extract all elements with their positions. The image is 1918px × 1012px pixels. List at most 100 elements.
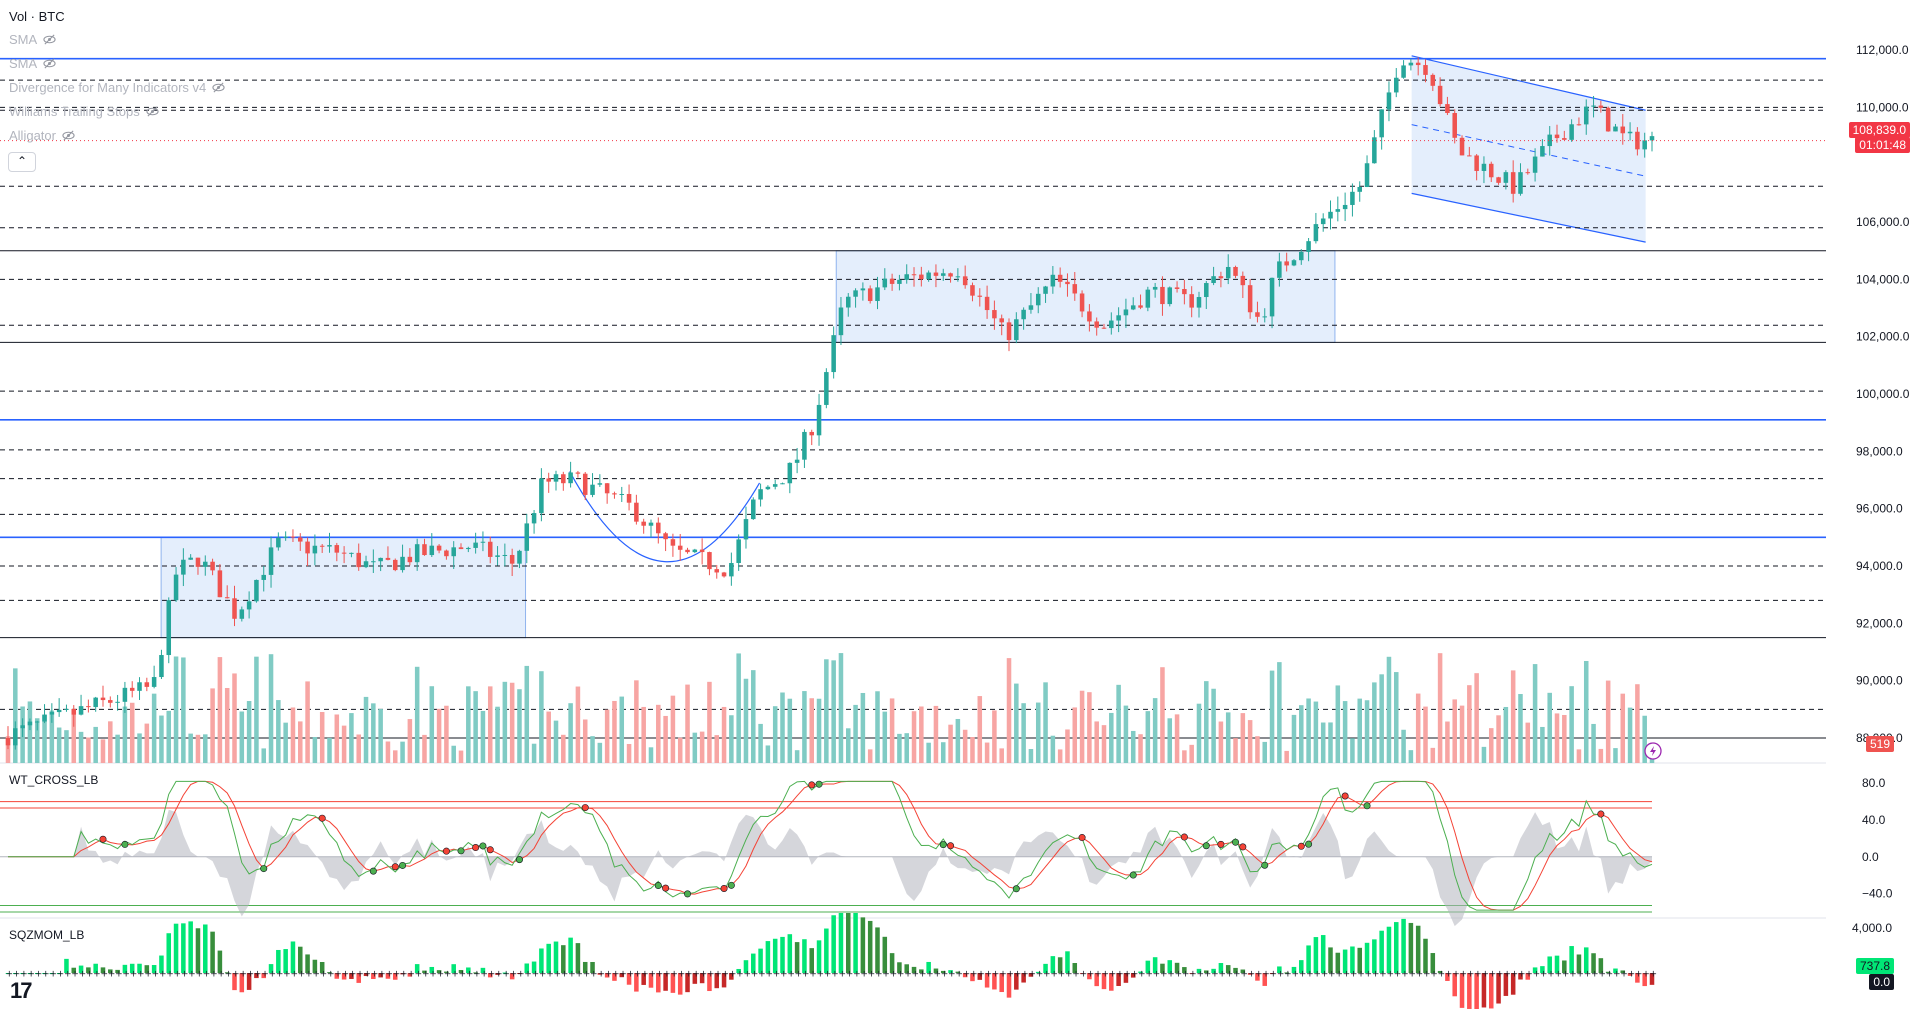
- candle-body[interactable]: [283, 536, 288, 538]
- candle-body[interactable]: [1372, 137, 1377, 164]
- candle-body[interactable]: [1481, 163, 1487, 171]
- collapse-legend-button[interactable]: ⌃: [8, 152, 36, 172]
- candle-body[interactable]: [195, 557, 201, 567]
- candle-body[interactable]: [78, 706, 84, 715]
- candle-body[interactable]: [999, 318, 1004, 323]
- candle-body[interactable]: [1123, 309, 1129, 316]
- candle-body[interactable]: [1087, 311, 1092, 322]
- candle-body[interactable]: [1211, 276, 1216, 284]
- candle-body[interactable]: [429, 545, 435, 556]
- candle-body[interactable]: [816, 404, 822, 436]
- candle-body[interactable]: [626, 493, 632, 503]
- candle-body[interactable]: [86, 706, 91, 708]
- candle-body[interactable]: [677, 545, 683, 550]
- candle-body[interactable]: [1510, 172, 1516, 194]
- candle-body[interactable]: [1101, 327, 1107, 329]
- candle-body[interactable]: [794, 459, 800, 463]
- candle-body[interactable]: [458, 547, 464, 550]
- candle-body[interactable]: [27, 721, 33, 726]
- candle-body[interactable]: [1152, 286, 1158, 290]
- candle-body[interactable]: [1094, 321, 1099, 328]
- candle-body[interactable]: [1547, 134, 1552, 147]
- candle-body[interactable]: [509, 554, 515, 564]
- candle-body[interactable]: [765, 486, 771, 490]
- candle-body[interactable]: [1364, 163, 1370, 188]
- candle-body[interactable]: [268, 547, 274, 575]
- candle-body[interactable]: [1401, 65, 1406, 78]
- candle-body[interactable]: [341, 552, 347, 554]
- candle-body[interactable]: [1525, 172, 1531, 174]
- candle-body[interactable]: [181, 559, 186, 575]
- candle-body[interactable]: [1532, 156, 1538, 173]
- indicator-alligator[interactable]: Alligator: [9, 128, 75, 143]
- candle-body[interactable]: [1313, 224, 1319, 242]
- candle-body[interactable]: [1496, 177, 1501, 183]
- candle-body[interactable]: [1386, 92, 1392, 110]
- eye-off-icon[interactable]: [43, 57, 56, 70]
- candle-body[interactable]: [802, 431, 807, 460]
- candle-body[interactable]: [1394, 77, 1399, 93]
- candle-body[interactable]: [1225, 266, 1231, 279]
- candle-body[interactable]: [151, 677, 157, 687]
- candle-body[interactable]: [1335, 209, 1341, 212]
- candle-body[interactable]: [254, 579, 259, 602]
- candle-body[interactable]: [962, 276, 968, 286]
- candle-body[interactable]: [1437, 85, 1443, 105]
- candle-body[interactable]: [319, 545, 325, 547]
- indicator-williams-trailing-stops[interactable]: Williams Trailing Stops: [9, 104, 159, 119]
- candle-body[interactable]: [729, 562, 734, 577]
- candle-body[interactable]: [1350, 191, 1355, 205]
- candle-body[interactable]: [1109, 320, 1114, 329]
- candle-body[interactable]: [619, 493, 625, 495]
- candle-body[interactable]: [100, 697, 106, 701]
- candle-body[interactable]: [970, 285, 975, 296]
- candle-body[interactable]: [1138, 305, 1143, 308]
- candle-body[interactable]: [188, 557, 193, 560]
- candle-body[interactable]: [590, 484, 595, 495]
- candle-body[interactable]: [466, 547, 471, 550]
- candle-body[interactable]: [882, 278, 888, 288]
- candle-body[interactable]: [436, 545, 442, 551]
- candle-body[interactable]: [224, 597, 230, 599]
- candle-body[interactable]: [546, 478, 551, 482]
- candle-body[interactable]: [911, 274, 917, 276]
- candle-body[interactable]: [1415, 62, 1421, 66]
- candle-body[interactable]: [1160, 286, 1165, 305]
- candle-body[interactable]: [1072, 284, 1078, 294]
- candle-body[interactable]: [926, 272, 931, 280]
- candle-body[interactable]: [64, 708, 69, 710]
- candle-body[interactable]: [1459, 137, 1465, 156]
- candle-body[interactable]: [217, 570, 223, 598]
- candle-body[interactable]: [20, 725, 25, 729]
- candle-body[interactable]: [1306, 241, 1311, 252]
- candle-body[interactable]: [1204, 283, 1209, 298]
- candle-body[interactable]: [1649, 136, 1655, 141]
- candle-body[interactable]: [933, 272, 939, 276]
- candle-body[interactable]: [1057, 274, 1063, 282]
- candle-body[interactable]: [867, 288, 873, 302]
- candle-body[interactable]: [685, 549, 690, 553]
- candle-body[interactable]: [1043, 286, 1048, 294]
- candle-body[interactable]: [1247, 285, 1253, 313]
- candle-body[interactable]: [1035, 293, 1041, 306]
- candle-body[interactable]: [1218, 276, 1224, 279]
- candle-body[interactable]: [648, 522, 654, 526]
- candle-body[interactable]: [144, 682, 150, 687]
- candle-body[interactable]: [831, 335, 836, 373]
- candle-body[interactable]: [356, 552, 361, 568]
- candle-body[interactable]: [875, 287, 880, 302]
- candle-body[interactable]: [173, 574, 179, 601]
- candle-body[interactable]: [670, 539, 676, 546]
- indicator-sma-2[interactable]: SMA: [9, 56, 56, 71]
- candle-body[interactable]: [897, 279, 902, 284]
- candle-body[interactable]: [232, 598, 237, 619]
- candle-body[interactable]: [1028, 305, 1034, 310]
- candle-body[interactable]: [809, 431, 814, 436]
- candle-body[interactable]: [1562, 138, 1567, 140]
- candle-body[interactable]: [290, 536, 296, 538]
- candle-body[interactable]: [1605, 107, 1611, 132]
- candle-body[interactable]: [955, 276, 961, 278]
- candle-body[interactable]: [1357, 187, 1362, 192]
- candle-body[interactable]: [663, 533, 668, 540]
- candle-body[interactable]: [1474, 155, 1479, 171]
